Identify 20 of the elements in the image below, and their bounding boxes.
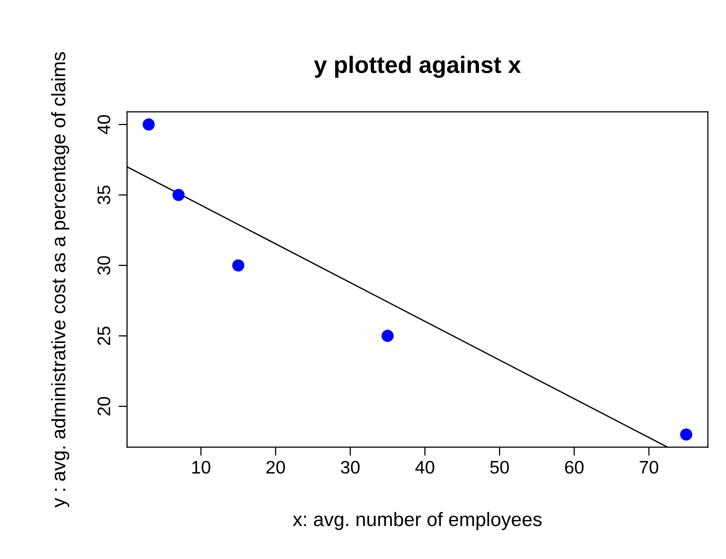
x-tick-label: 30 — [340, 460, 360, 474]
point — [382, 330, 394, 342]
x-tick-label: 70 — [640, 460, 658, 474]
x-tick-label: 10 — [192, 460, 210, 474]
y-tick-label: 30 — [98, 256, 110, 275]
x-axis-title: x: avg. number of employees — [292, 512, 542, 530]
y-tick-label: 25 — [98, 326, 110, 345]
point — [142, 118, 155, 131]
point — [172, 188, 185, 202]
y-tick-label: 40 — [98, 115, 110, 134]
x-tick-label: 60 — [565, 460, 584, 474]
y-tick-label: 20 — [98, 396, 110, 416]
point — [680, 428, 692, 441]
x-tick-label: 20 — [266, 460, 285, 474]
y-axis-title: y : avg. administrative cost as a percentage of claims — [51, 52, 70, 508]
x-tick-label: 40 — [415, 460, 434, 474]
x-tick-label: 50 — [490, 460, 509, 474]
chart-title: y plotted against x — [314, 56, 521, 78]
point — [232, 259, 244, 272]
y-tick-label: 35 — [98, 186, 110, 204]
